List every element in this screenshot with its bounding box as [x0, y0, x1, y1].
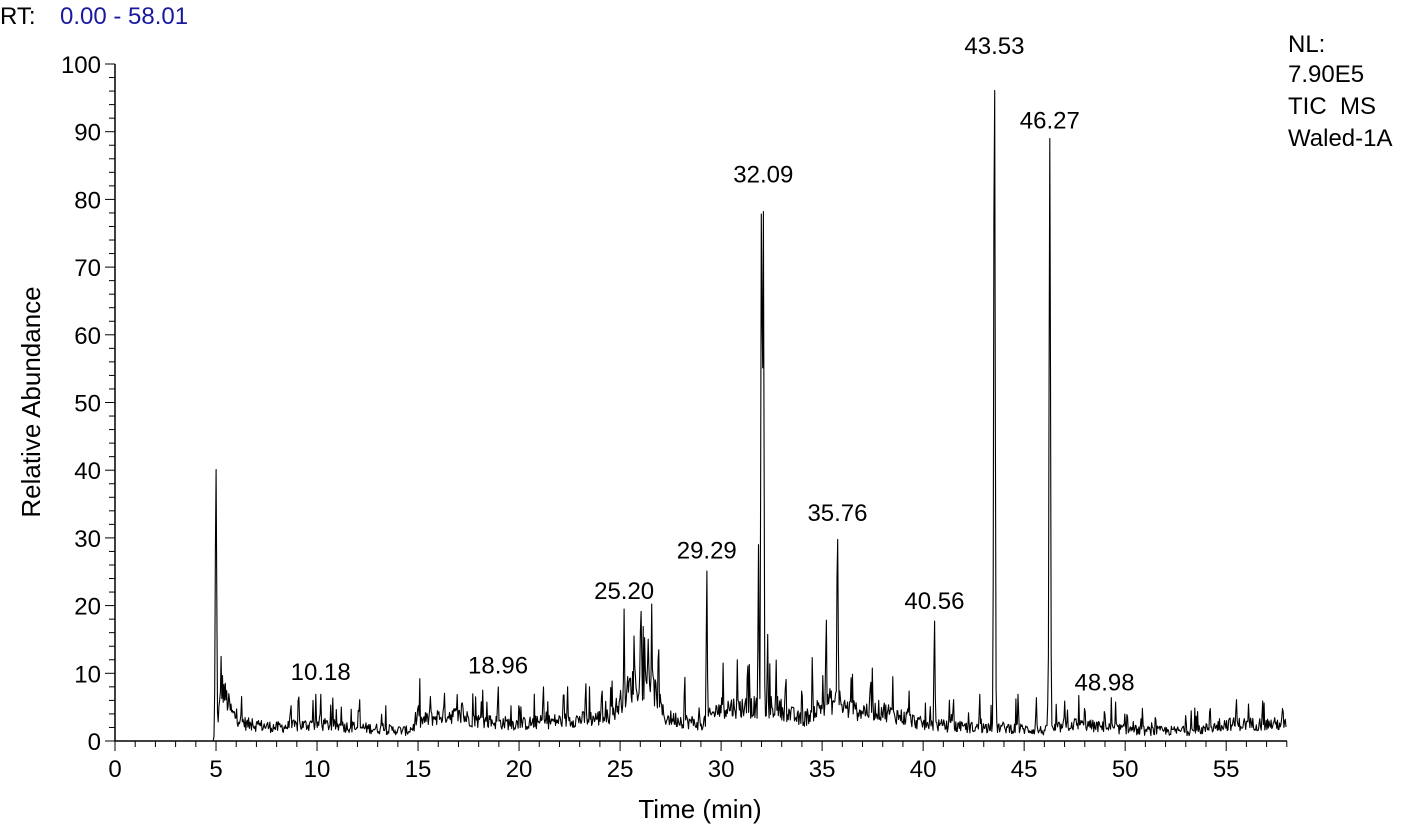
peak-labels: 10.18 18.96 25.20 29.29 32.09 35.76 40.56 43.53…: [291, 33, 1135, 696]
x-tick-label: 55: [1213, 756, 1240, 783]
trace-group: [115, 89, 1287, 742]
y-tick-label: 0: [88, 729, 101, 756]
peak-label: 35.76: [807, 500, 867, 527]
nl-value: 7.90E5: [1288, 61, 1364, 88]
nl-label: NL:: [1288, 31, 1325, 58]
y-tick-label: 40: [74, 458, 101, 485]
peak-label: 32.09: [733, 162, 793, 189]
y-tick-label: 100: [61, 52, 101, 79]
y-tick-label: 50: [74, 391, 101, 418]
y-tick-label: 30: [74, 526, 101, 553]
x-ticks: 0 5 10 15 20 25 30 35 40 45 50 55: [108, 741, 1288, 783]
sample-name: Waled-1A: [1288, 125, 1392, 152]
x-tick-label: 40: [910, 756, 937, 783]
peak-label: 48.98: [1075, 669, 1135, 696]
peak-label: 29.29: [677, 537, 737, 564]
x-tick-label: 25: [607, 756, 634, 783]
x-tick-label: 0: [108, 756, 121, 783]
y-tick-label: 60: [74, 323, 101, 350]
scan-type: TIC MS: [1288, 93, 1376, 120]
x-tick-label: 30: [708, 756, 735, 783]
x-tick-label: 10: [304, 756, 331, 783]
peak-label: 43.53: [964, 33, 1024, 60]
x-tick-label: 5: [209, 756, 222, 783]
rt-prefix: RT:: [0, 3, 36, 30]
y-tick-label: 70: [74, 255, 101, 282]
y-tick-label: 80: [74, 187, 101, 214]
tic-trace: [115, 89, 1287, 742]
x-tick-label: 45: [1011, 756, 1038, 783]
x-tick-label: 15: [405, 756, 432, 783]
y-axis-label: Relative Abundance: [16, 286, 46, 517]
axes: [114, 64, 1287, 742]
y-tick-label: 20: [74, 594, 101, 621]
y-ticks: 0 10 20 30 40 50 60 70 80 90 100: [61, 52, 115, 756]
peak-label: 46.27: [1020, 107, 1080, 134]
y-tick-label: 90: [74, 120, 101, 147]
y-tick-label: 10: [74, 661, 101, 688]
x-tick-label: 20: [506, 756, 533, 783]
peak-label: 10.18: [291, 659, 351, 686]
peak-label: 18.96: [468, 652, 528, 679]
x-tick-label: 50: [1112, 756, 1139, 783]
peak-label: 40.56: [904, 588, 964, 615]
peak-label: 25.20: [594, 578, 654, 605]
x-tick-label: 35: [809, 756, 836, 783]
rt-range: 0.00 - 58.01: [60, 3, 188, 30]
x-axis-label: Time (min): [638, 794, 761, 824]
